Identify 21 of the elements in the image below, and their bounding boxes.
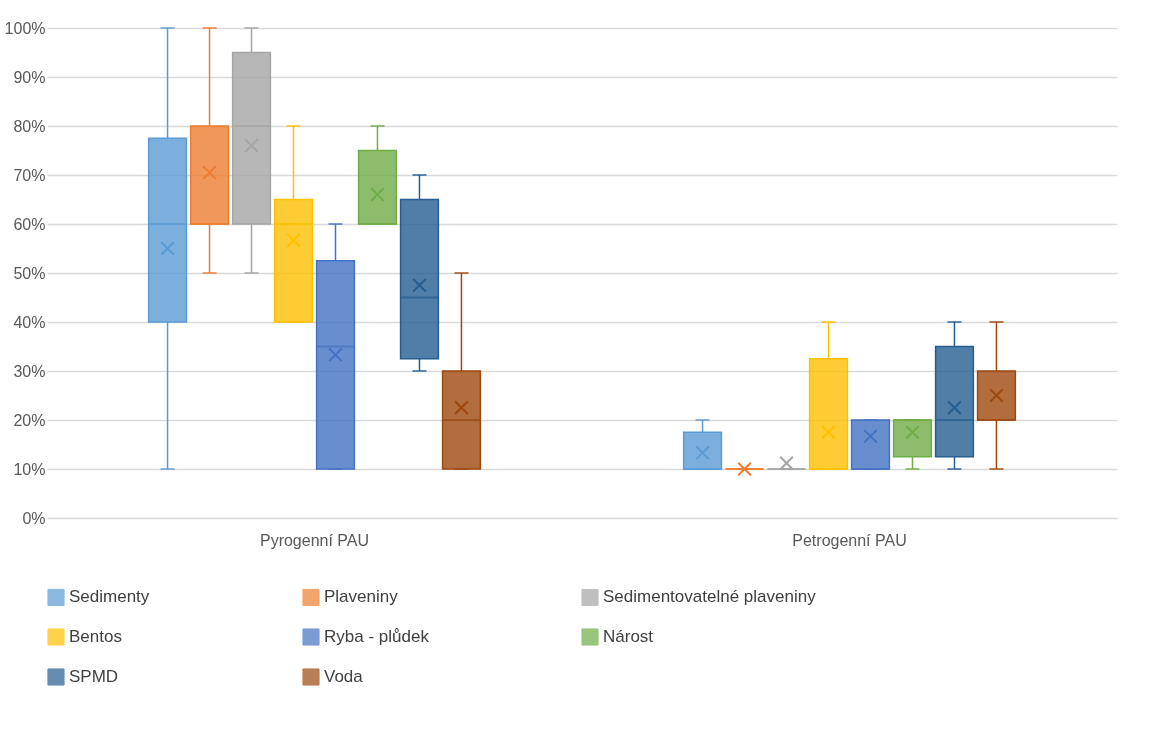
y-tick-label: 40% <box>13 313 46 331</box>
legend-label: Voda <box>324 667 364 686</box>
legend-label: Ryba - plůdek <box>324 627 430 646</box>
legend-label: SPMD <box>69 667 119 686</box>
y-tick-label: 100% <box>4 19 46 37</box>
legend-label: Plaveniny <box>324 587 399 607</box>
legend-label: Nárost <box>603 627 654 646</box>
y-tick-label: 60% <box>13 215 46 233</box>
y-tick-label: 90% <box>13 68 46 86</box>
x-tick-label: Petrogenní PAU <box>792 531 907 549</box>
y-tick-label: 20% <box>13 411 46 429</box>
y-tick-label: 30% <box>13 362 46 380</box>
y-tick-label: 80% <box>13 117 46 135</box>
legend-label: Sedimentovatelné plaveniny <box>603 587 817 607</box>
legend-label: Sedimenty <box>69 587 150 607</box>
legend-label: Bentos <box>69 627 122 646</box>
y-tick-label: 10% <box>13 460 46 478</box>
y-tick-label: 50% <box>13 264 46 282</box>
y-tick-label: 70% <box>13 166 46 184</box>
x-tick-label: Pyrogenní PAU <box>259 531 370 549</box>
y-tick-label: 0% <box>22 509 46 527</box>
